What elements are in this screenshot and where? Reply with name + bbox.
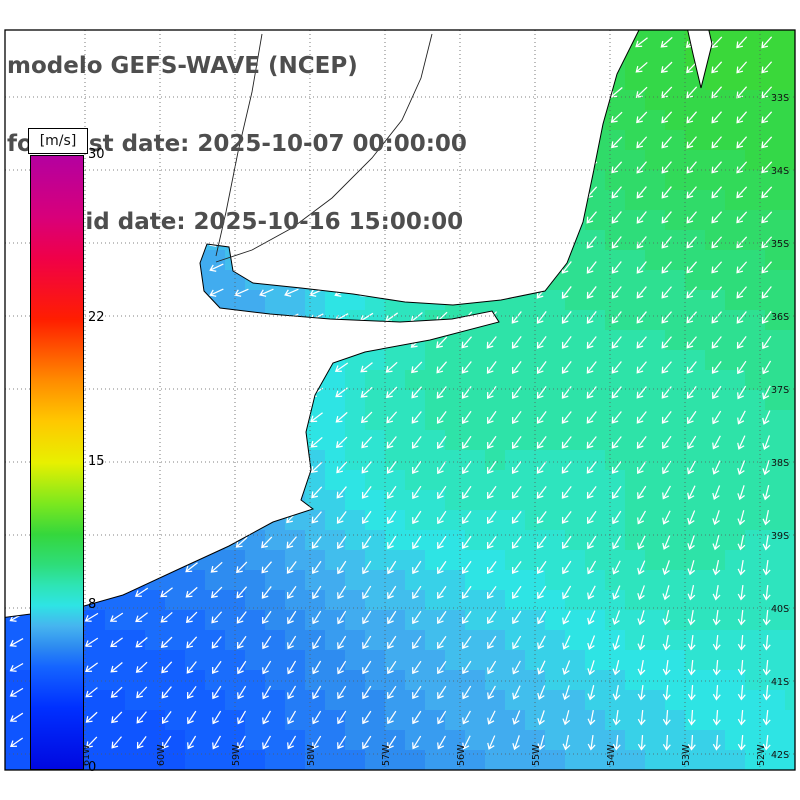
lon-labels: 61W 60W 59W 58W 57W 56W 55W 54W 53W 52W [81,744,767,766]
river-lines [215,33,433,263]
colorbar [30,155,84,770]
lat-label: 33S [771,93,789,104]
lat-label: 35S [771,239,789,250]
colorbar-tick-0: 0 [88,760,97,775]
lon-label: 60W [156,744,167,766]
colorbar-unit-label: [m/s] [28,128,88,154]
grid-lines [5,30,795,770]
lat-labels: 33S 34S 35S 36S 37S 38S 39S 40S 41S 42S [771,93,789,761]
map-frame [4,29,796,771]
lon-label: 52W [756,744,767,766]
lat-label: 40S [771,604,789,615]
colorbar-tick-30: 30 [88,147,105,162]
lon-label: 61W [81,744,92,766]
colorbar-tick-15: 15 [88,453,105,469]
colorbar-tick-8: 8 [88,596,97,612]
lon-label: 56W [456,744,467,766]
lon-label: 55W [531,744,542,766]
lat-label: 42S [771,750,789,761]
lat-label: 36S [771,312,789,323]
lat-label: 37S [771,385,789,396]
lon-label: 54W [606,744,617,766]
lat-label: 39S [771,531,789,542]
colorbar-tick-22: 22 [88,310,105,326]
model-title: modelo GEFS-WAVE (NCEP) [7,53,358,79]
lat-label: 34S [771,166,789,177]
lon-label: 58W [306,744,317,766]
lon-label: 53W [681,744,692,766]
lat-label: 41S [771,677,789,688]
lat-label: 38S [771,458,789,469]
lon-label: 59W [231,744,242,766]
lon-label: 57W [381,744,392,766]
